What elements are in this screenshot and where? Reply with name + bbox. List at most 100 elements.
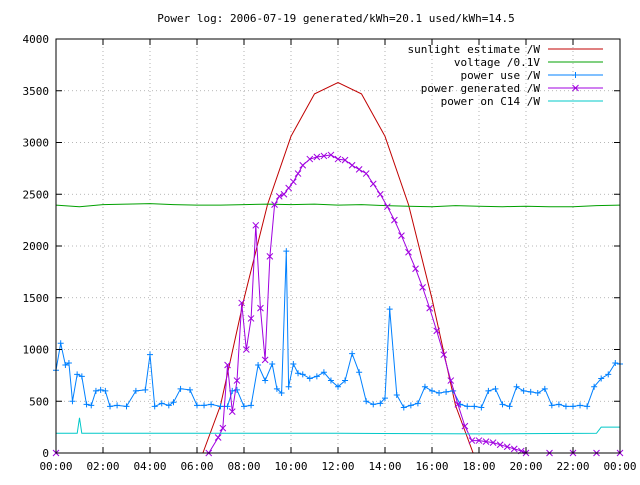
data-point bbox=[233, 377, 241, 384]
data-point bbox=[92, 387, 99, 394]
data-point bbox=[398, 232, 405, 240]
data-point bbox=[464, 403, 471, 410]
data-point bbox=[426, 304, 434, 312]
data-point bbox=[177, 385, 184, 392]
data-point bbox=[468, 437, 476, 444]
series-line bbox=[202, 81, 474, 454]
data-point bbox=[572, 84, 579, 92]
data-point bbox=[534, 389, 541, 396]
data-point bbox=[102, 387, 109, 394]
data-point bbox=[208, 401, 215, 408]
x-tick-label: 04:00 bbox=[133, 460, 166, 473]
legend-label: sunlight estimate /W bbox=[408, 43, 541, 56]
legend-label: power on C14 /W bbox=[441, 95, 541, 108]
data-point bbox=[447, 377, 455, 384]
data-point bbox=[65, 359, 72, 366]
series-line bbox=[56, 417, 620, 435]
data-point bbox=[475, 437, 483, 444]
data-point bbox=[391, 216, 398, 224]
data-point bbox=[214, 434, 222, 441]
series-power-generated-w bbox=[52, 151, 624, 457]
data-point bbox=[376, 190, 384, 198]
data-point bbox=[88, 402, 95, 409]
data-point bbox=[478, 404, 485, 411]
data-point bbox=[429, 387, 435, 394]
data-point bbox=[194, 402, 200, 409]
data-point bbox=[572, 72, 579, 78]
chart-title: Power log: 2006-07-19 generated/kWh=20.1… bbox=[157, 12, 515, 25]
data-point bbox=[285, 383, 292, 390]
data-point bbox=[363, 398, 370, 405]
data-point bbox=[503, 443, 511, 451]
x-tick-label: 18:00 bbox=[462, 460, 495, 473]
x-tick-label: 16:00 bbox=[415, 460, 448, 473]
data-point bbox=[370, 401, 377, 408]
data-point bbox=[471, 403, 478, 410]
data-point bbox=[107, 403, 114, 410]
data-point bbox=[271, 201, 278, 208]
data-point bbox=[485, 387, 492, 394]
series-line bbox=[55, 203, 621, 208]
data-point bbox=[217, 403, 224, 410]
data-point bbox=[393, 392, 400, 399]
data-point bbox=[362, 170, 370, 177]
series-voltage-0-1v bbox=[55, 203, 621, 208]
y-tick-label: 0 bbox=[42, 447, 49, 460]
data-point bbox=[132, 387, 139, 394]
data-point bbox=[306, 375, 313, 382]
data-point bbox=[591, 383, 598, 390]
data-point bbox=[294, 170, 302, 177]
data-point bbox=[440, 351, 448, 359]
data-point bbox=[228, 408, 236, 415]
data-point bbox=[327, 151, 335, 159]
data-point bbox=[261, 356, 269, 364]
grid-lines bbox=[56, 39, 620, 453]
data-point bbox=[577, 402, 584, 409]
data-point bbox=[386, 306, 393, 313]
data-point bbox=[454, 401, 462, 408]
data-point bbox=[69, 398, 76, 405]
axes: 00:00 02:00 04:00 06:00 08:00 10:00 12:00 14:00… bbox=[23, 33, 637, 473]
data-point bbox=[273, 385, 280, 392]
data-point bbox=[247, 315, 255, 322]
data-point bbox=[562, 403, 569, 410]
data-point bbox=[252, 221, 260, 229]
data-point bbox=[506, 403, 513, 410]
data-point bbox=[570, 403, 576, 410]
y-tick-label: 4000 bbox=[23, 33, 50, 46]
data-point bbox=[383, 203, 391, 211]
data-point bbox=[238, 299, 246, 307]
legend-label: power generated /W bbox=[421, 82, 541, 95]
y-tick-label: 1500 bbox=[23, 292, 50, 305]
series-power-on-c14-w bbox=[56, 417, 620, 435]
data-point bbox=[342, 377, 349, 384]
data-point bbox=[266, 252, 274, 260]
data-point bbox=[224, 361, 231, 369]
data-point bbox=[356, 369, 363, 376]
x-tick-label: 12:00 bbox=[321, 460, 354, 473]
series-power-use-w bbox=[53, 248, 623, 411]
data-point bbox=[496, 441, 504, 449]
data-point bbox=[433, 327, 441, 335]
data-point bbox=[541, 385, 548, 392]
data-point bbox=[290, 360, 297, 367]
data-point bbox=[306, 155, 314, 163]
x-tick-label: 22:00 bbox=[556, 460, 589, 473]
data-point bbox=[482, 438, 490, 445]
x-tick-label: 20:00 bbox=[509, 460, 542, 473]
x-tick-label: 08:00 bbox=[227, 460, 260, 473]
data-point bbox=[142, 386, 149, 393]
data-point bbox=[262, 377, 269, 384]
data-point bbox=[421, 383, 428, 390]
data-point bbox=[461, 422, 469, 430]
data-point bbox=[114, 402, 121, 409]
y-tick-label: 500 bbox=[29, 395, 49, 408]
data-point bbox=[527, 388, 534, 395]
data-point bbox=[341, 156, 349, 164]
data-point bbox=[334, 155, 342, 163]
data-point bbox=[289, 178, 297, 186]
data-point bbox=[548, 402, 555, 409]
x-tick-label: 10:00 bbox=[274, 460, 307, 473]
